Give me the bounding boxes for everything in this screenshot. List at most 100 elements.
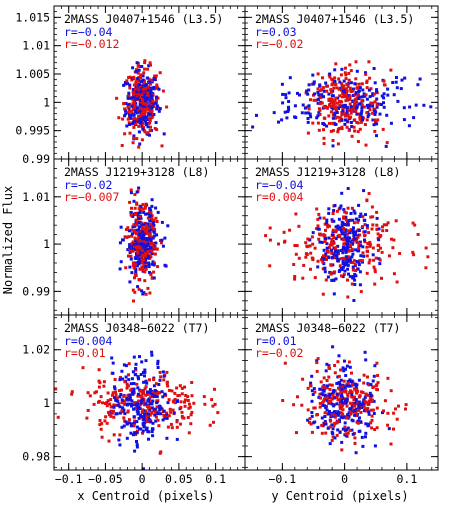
- point: [337, 107, 341, 110]
- point: [337, 354, 341, 358]
- point: [115, 96, 119, 100]
- point: [371, 111, 375, 115]
- point: [344, 432, 348, 436]
- point: [357, 408, 361, 412]
- point: [326, 225, 330, 229]
- point: [136, 237, 140, 241]
- point: [118, 405, 122, 409]
- point: [283, 110, 287, 114]
- point: [353, 118, 357, 122]
- point: [133, 206, 137, 210]
- point: [136, 251, 140, 255]
- point: [148, 129, 152, 133]
- point: [310, 399, 314, 403]
- point: [364, 72, 368, 76]
- point: [132, 421, 136, 425]
- point: [327, 246, 331, 249]
- point: [342, 272, 346, 276]
- point: [304, 91, 308, 95]
- point: [346, 229, 350, 233]
- point: [337, 387, 341, 391]
- point: [140, 223, 144, 227]
- point: [382, 101, 385, 105]
- point: [133, 120, 136, 124]
- point: [389, 389, 393, 393]
- point: [373, 118, 377, 122]
- point: [141, 74, 145, 78]
- point: [298, 93, 301, 97]
- point: [357, 82, 361, 86]
- point: [357, 229, 361, 232]
- point: [323, 415, 327, 418]
- point: [352, 106, 356, 110]
- point: [135, 119, 139, 123]
- point: [354, 451, 358, 455]
- point: [288, 228, 292, 232]
- point: [382, 96, 386, 100]
- point: [102, 380, 106, 384]
- point: [141, 226, 144, 230]
- point: [364, 422, 368, 426]
- point: [134, 239, 138, 242]
- point: [133, 213, 137, 217]
- point: [140, 249, 144, 253]
- point: [126, 410, 130, 414]
- point: [142, 80, 146, 83]
- point: [373, 364, 377, 368]
- point: [325, 396, 329, 400]
- point: [363, 230, 367, 234]
- point: [138, 92, 142, 96]
- point: [337, 87, 341, 91]
- point: [351, 261, 355, 265]
- point: [342, 104, 346, 108]
- point: [210, 398, 214, 402]
- point: [136, 394, 140, 398]
- point: [144, 267, 148, 271]
- r-label-red: r=−0.012: [64, 37, 119, 51]
- point: [124, 112, 128, 116]
- point: [342, 84, 346, 88]
- point: [98, 381, 102, 385]
- point: [349, 243, 353, 247]
- point: [339, 204, 343, 208]
- point: [132, 415, 136, 419]
- point: [322, 136, 326, 140]
- point: [148, 271, 151, 274]
- points-2: [118, 186, 170, 303]
- point: [334, 277, 338, 281]
- point: [349, 90, 353, 93]
- point: [339, 267, 343, 270]
- point: [358, 240, 362, 244]
- point: [127, 121, 131, 125]
- point: [344, 255, 348, 259]
- point: [365, 401, 369, 405]
- point: [395, 417, 399, 421]
- point: [166, 425, 170, 429]
- point: [129, 424, 133, 428]
- point: [348, 97, 352, 101]
- point: [129, 431, 133, 435]
- point: [351, 265, 355, 269]
- point: [361, 245, 365, 249]
- point: [343, 122, 347, 126]
- point: [316, 259, 320, 263]
- point: [354, 248, 358, 252]
- y-tick-label: 1: [43, 95, 50, 109]
- point: [124, 109, 127, 113]
- point: [338, 94, 342, 98]
- point: [157, 109, 161, 113]
- point: [373, 268, 377, 272]
- point: [351, 231, 355, 235]
- point: [104, 402, 107, 405]
- point: [337, 270, 341, 273]
- point: [331, 345, 335, 349]
- point: [339, 257, 343, 261]
- point: [109, 398, 113, 401]
- point: [211, 404, 215, 408]
- point: [375, 406, 379, 410]
- point: [305, 89, 309, 93]
- point: [351, 432, 355, 436]
- point: [142, 81, 146, 85]
- point: [141, 207, 145, 211]
